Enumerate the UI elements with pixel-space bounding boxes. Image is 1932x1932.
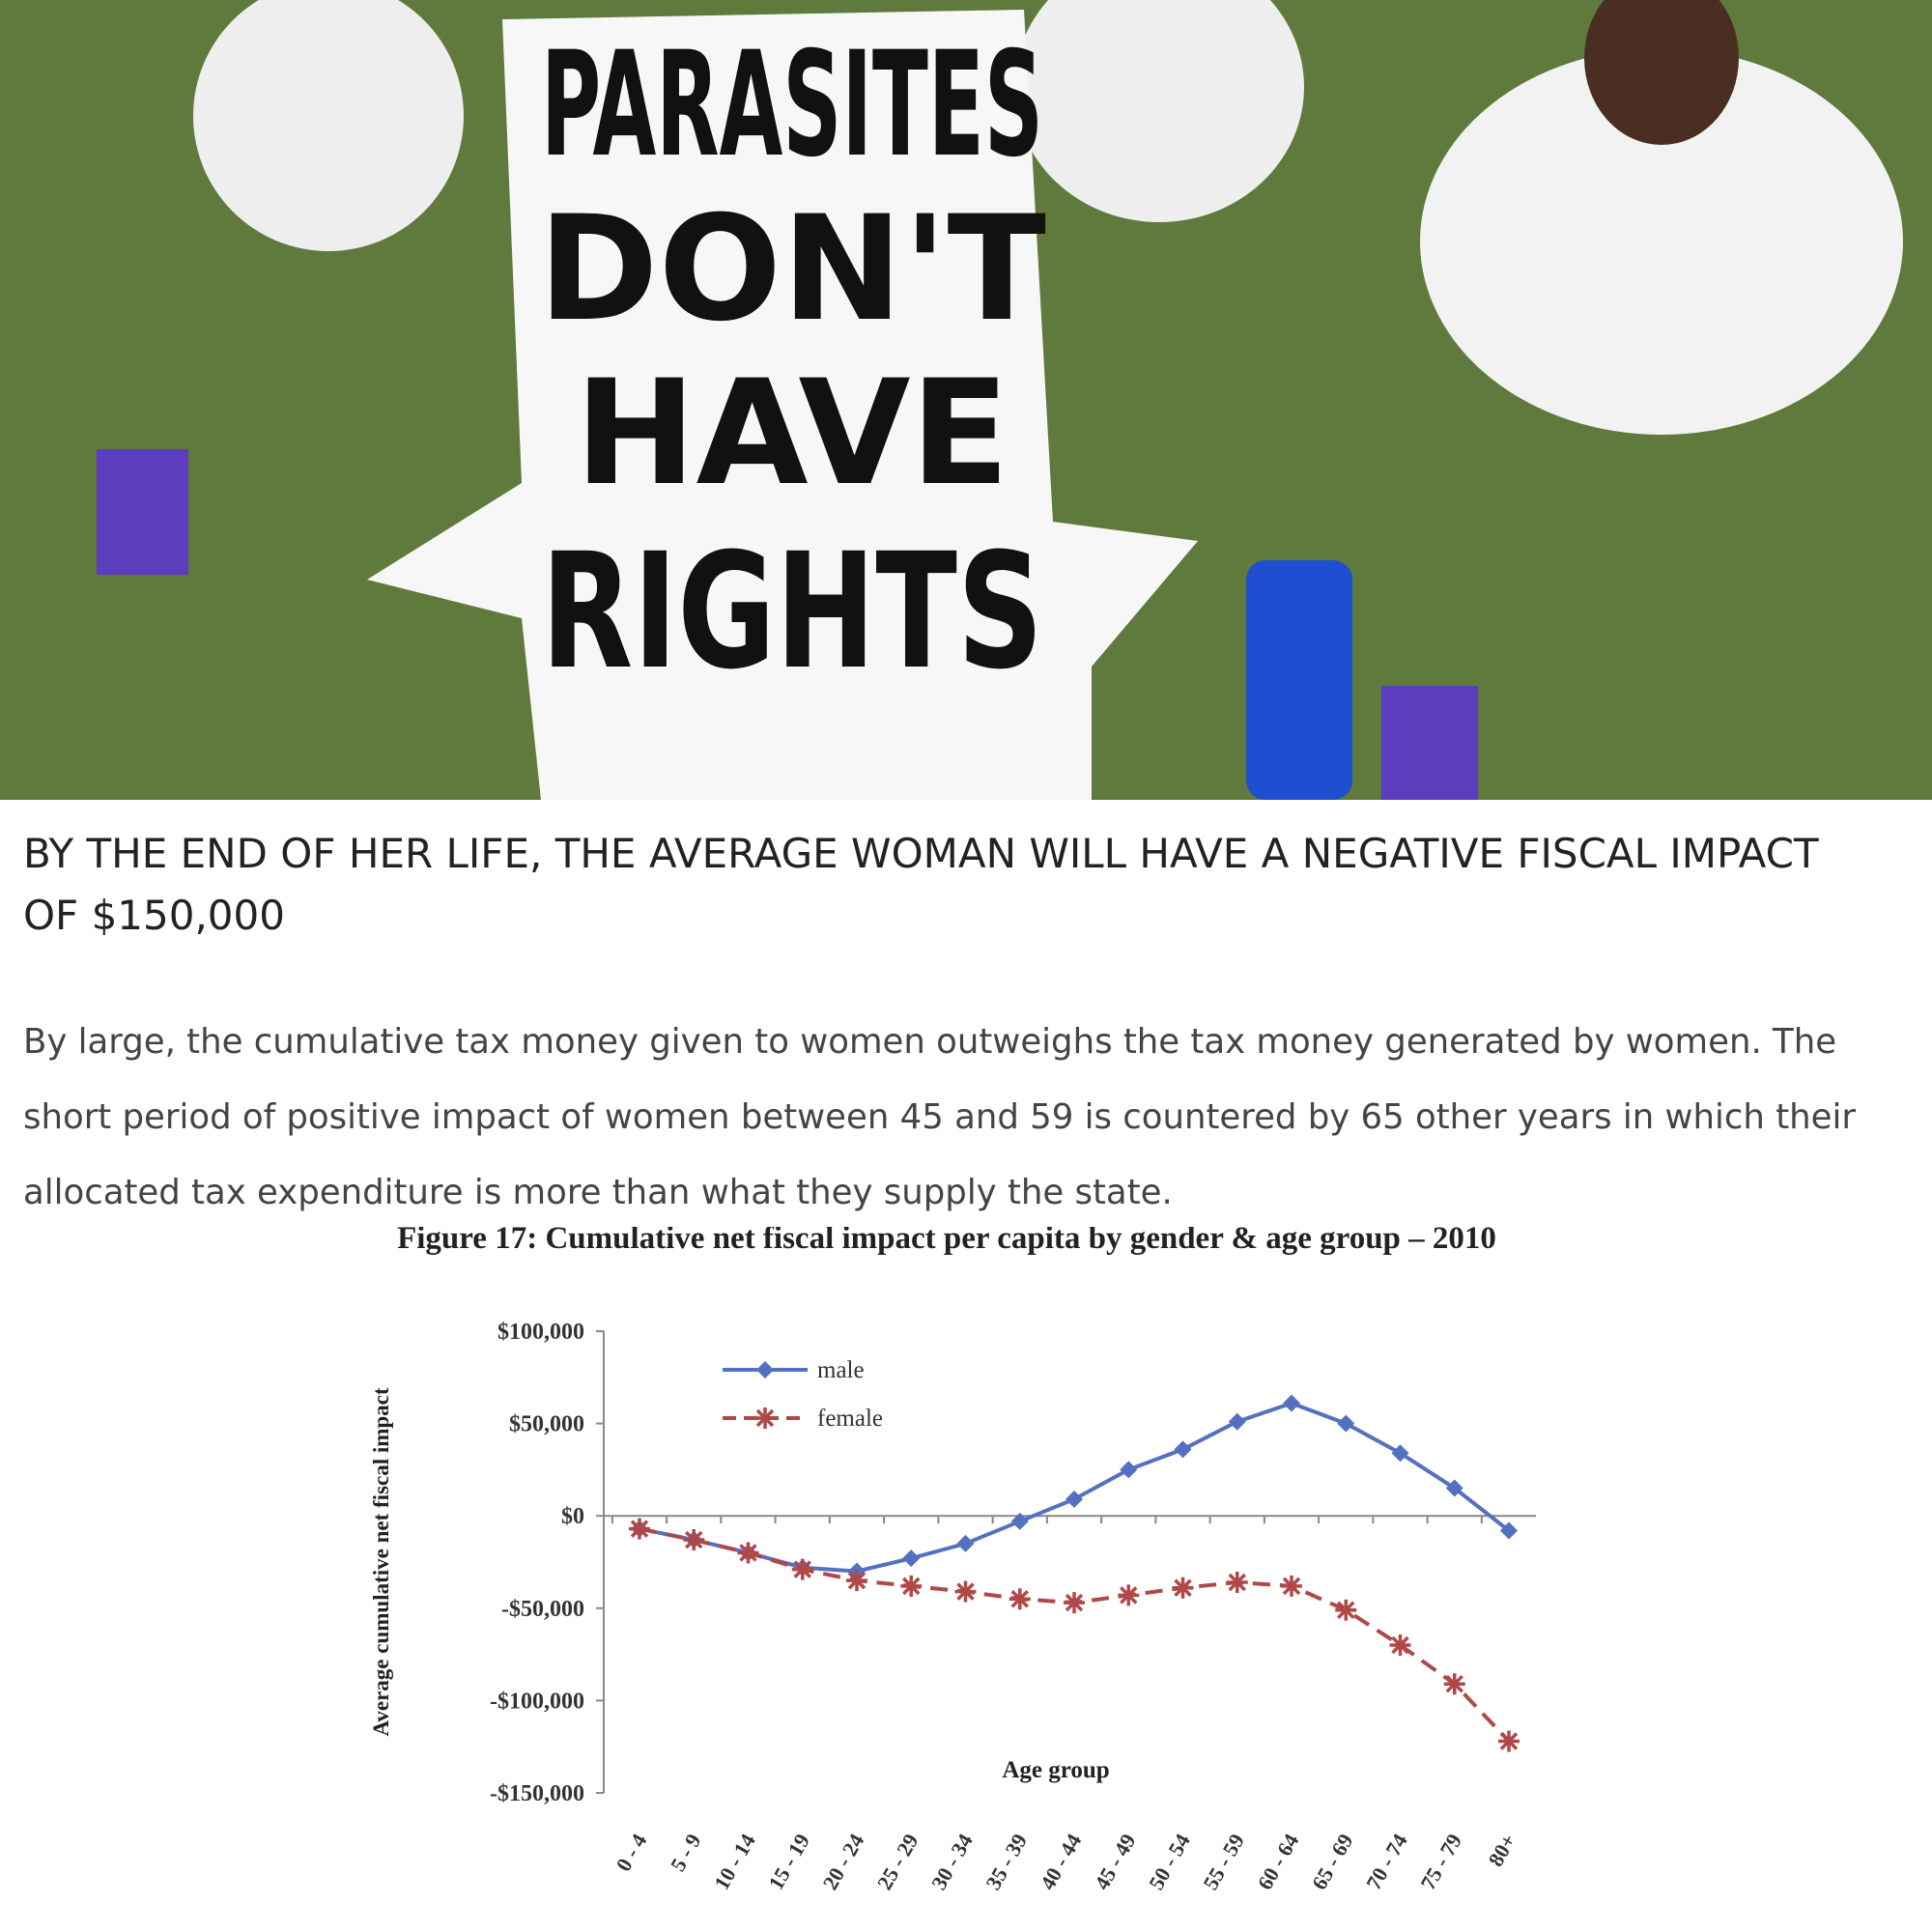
- point: [1335, 1599, 1357, 1621]
- x-tick-label: 40 - 44: [1036, 1830, 1087, 1893]
- point: [1389, 1634, 1411, 1657]
- point: [629, 1518, 650, 1540]
- point: [1010, 1512, 1029, 1530]
- x-tick-label: 0 - 4: [611, 1830, 652, 1875]
- legend-label: female: [817, 1406, 883, 1432]
- x-tick-label: 80+: [1483, 1830, 1520, 1870]
- point: [1120, 1461, 1138, 1479]
- x-tick-label-group: 45 - 49: [1090, 1830, 1141, 1893]
- point: [956, 1534, 975, 1552]
- y-tick-label: -$150,000: [490, 1781, 584, 1806]
- legend-marker: [754, 1407, 776, 1429]
- point: [1443, 1673, 1465, 1695]
- point: [1281, 1575, 1302, 1597]
- shirt: [193, 0, 464, 251]
- chart-title: Figure 17: Cumulative net fiscal impact …: [397, 1227, 1496, 1256]
- point: [954, 1580, 977, 1603]
- point: [1118, 1584, 1140, 1606]
- x-tick-label: 70 - 74: [1361, 1830, 1412, 1893]
- sign: [367, 10, 1198, 800]
- point: [1283, 1394, 1300, 1412]
- shirt: [1420, 48, 1903, 435]
- x-tick-label: 10 - 14: [709, 1830, 760, 1893]
- legend-marker: [756, 1361, 774, 1378]
- point: [1445, 1479, 1463, 1497]
- x-tick-label-group: 15 - 19: [763, 1830, 814, 1893]
- chart: Figure 17: Cumulative net fiscal impact …: [369, 1227, 1537, 1893]
- x-tick-label: 30 - 34: [926, 1830, 978, 1893]
- x-tick-label: 20 - 24: [818, 1830, 869, 1893]
- point: [902, 1549, 921, 1568]
- x-tick-label-group: 20 - 24: [818, 1830, 869, 1893]
- hair: [1584, 0, 1739, 145]
- y-tick-label: -$50,000: [501, 1597, 584, 1622]
- headline: BY THE END OF HER LIFE, THE AVERAGE WOMA…: [23, 830, 1819, 939]
- x-tick-label-group: 35 - 39: [980, 1830, 1032, 1893]
- legend-label: male: [817, 1357, 865, 1383]
- x-tick-label: 60 - 64: [1253, 1830, 1304, 1893]
- x-tick-label: 15 - 19: [763, 1830, 814, 1893]
- bottle: [1246, 560, 1352, 800]
- body-text: By large, the cumulative tax money given…: [23, 1022, 1856, 1212]
- point: [900, 1575, 923, 1597]
- point: [846, 1570, 867, 1592]
- x-tick-label-group: 65 - 69: [1307, 1830, 1358, 1893]
- x-tick-label: 75 - 79: [1415, 1830, 1466, 1893]
- point: [1009, 1588, 1031, 1610]
- x-tick-label-group: 40 - 44: [1036, 1830, 1087, 1893]
- point: [1500, 1521, 1518, 1540]
- x-tick-label-group: 30 - 34: [926, 1830, 978, 1893]
- point: [791, 1558, 813, 1580]
- cup: [1381, 686, 1478, 800]
- y-label-group: Average cumulative net fiscal impact: [369, 1387, 393, 1736]
- point: [1228, 1412, 1246, 1431]
- shirt: [1014, 0, 1304, 222]
- x-tick-label: 25 - 29: [872, 1830, 923, 1893]
- series-line: [639, 1401, 1511, 1574]
- point: [737, 1542, 759, 1564]
- x-tick-label-group: 5 - 9: [666, 1830, 706, 1875]
- y-axis-label: Average cumulative net fiscal impact: [369, 1387, 393, 1736]
- photo: PARASITES DON'T HAVE RIGHTS: [0, 0, 1932, 800]
- sign-text: HAVE: [575, 350, 1009, 518]
- x-axis-label: Age group: [1002, 1757, 1109, 1783]
- point: [1065, 1490, 1083, 1508]
- x-tick-label-group: 50 - 54: [1144, 1830, 1195, 1893]
- point: [1337, 1414, 1355, 1433]
- y-tick-label: $0: [561, 1504, 584, 1529]
- x-tick-label: 5 - 9: [666, 1830, 706, 1875]
- x-tick-label: 45 - 49: [1090, 1830, 1141, 1893]
- x-tick-label-group: 80+: [1483, 1830, 1520, 1870]
- y-tick-label: -$100,000: [490, 1689, 584, 1714]
- sign-text: PARASITES: [541, 21, 1043, 189]
- point: [1064, 1592, 1085, 1614]
- x-tick-label-group: 70 - 74: [1361, 1830, 1412, 1893]
- x-tick-label-group: 0 - 4: [611, 1830, 652, 1875]
- point: [1226, 1572, 1248, 1594]
- point: [1498, 1730, 1520, 1752]
- x-tick-label-group: 60 - 64: [1253, 1830, 1304, 1893]
- sign-text: RIGHTS: [541, 519, 1043, 704]
- x-tick-label: 50 - 54: [1144, 1830, 1195, 1893]
- y-tick-label: $50,000: [509, 1412, 584, 1437]
- x-tick-label: 55 - 59: [1198, 1830, 1249, 1893]
- x-tick-label-group: 75 - 79: [1415, 1830, 1466, 1893]
- x-tick-label-group: 55 - 59: [1198, 1830, 1249, 1893]
- x-tick-label: 35 - 39: [980, 1830, 1032, 1893]
- point: [1391, 1444, 1409, 1463]
- x-tick-label: 65 - 69: [1307, 1830, 1358, 1893]
- x-tick-label-group: 10 - 14: [709, 1830, 760, 1893]
- cup: [97, 449, 188, 575]
- point: [1174, 1440, 1192, 1459]
- point: [683, 1529, 705, 1551]
- sign-text: DON'T: [538, 185, 1046, 354]
- x-tick-label-group: 25 - 29: [872, 1830, 923, 1893]
- point: [1172, 1577, 1194, 1599]
- y-tick-label: $100,000: [497, 1320, 584, 1345]
